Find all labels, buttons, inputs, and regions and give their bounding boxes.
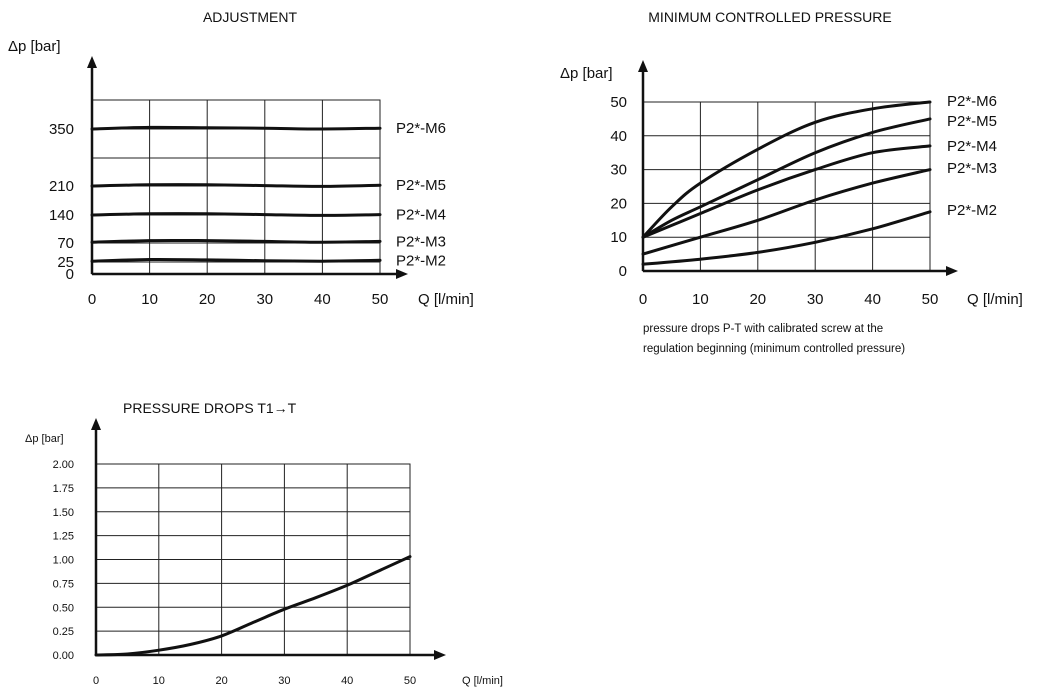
y-tick-label: 0.50 (53, 602, 74, 614)
x-tick-label: 20 (199, 291, 216, 308)
x-tick-label: 40 (341, 675, 353, 687)
adjustment-y-axis-label: Δp [bar] (8, 38, 61, 55)
series-line (641, 210, 932, 266)
min-pressure-caption-line-1: pressure drops P-T with calibrated screw… (643, 323, 883, 335)
x-tick-label: 10 (692, 291, 709, 308)
series-line (90, 125, 382, 131)
x-tick-label: 0 (88, 291, 96, 308)
adjustment-axes (87, 56, 408, 279)
y-tick-label: 40 (610, 128, 627, 145)
series-line (641, 168, 932, 256)
series-label: P2*-M5 (396, 177, 446, 194)
y-tick-label: 20 (610, 195, 627, 212)
series-label: P2*-M6 (947, 93, 997, 110)
series-line (90, 212, 382, 217)
y-axis-arrow (638, 60, 648, 72)
min-pressure-title: MINIMUM CONTROLLED PRESSURE (648, 9, 891, 25)
y-tick-label: 50 (610, 94, 627, 111)
min-pressure-x-axis-label: Q [l/min] (967, 291, 1023, 308)
pressure-drops-chart: PRESSURE DROPS T1→T Δp [bar] Q [l/min] 0… (25, 400, 503, 687)
y-tick-label: 0.25 (53, 626, 74, 638)
pressure-drops-x-axis-label: Q [l/min] (462, 675, 503, 687)
y-tick-label: 30 (610, 162, 627, 179)
series-label: P2*-M6 (396, 120, 446, 137)
x-tick-label: 20 (215, 675, 227, 687)
x-axis-arrow (396, 269, 408, 279)
series-line (94, 555, 412, 657)
series-line (641, 117, 932, 239)
min-pressure-caption-line-2: regulation beginning (minimum controlled… (643, 343, 905, 355)
adjustment-title: ADJUSTMENT (203, 9, 298, 25)
x-tick-label: 10 (141, 291, 158, 308)
x-tick-label: 40 (864, 291, 881, 308)
series-label: P2*-M5 (947, 113, 997, 130)
y-axis-arrow (87, 56, 97, 68)
pressure-drops-axes (91, 418, 446, 660)
series-line (641, 144, 932, 239)
pressure-drops-title: PRESSURE DROPS T1→T (123, 400, 297, 416)
y-tick-label: 1.25 (53, 531, 74, 543)
x-tick-label: 30 (807, 291, 824, 308)
series-line (90, 238, 382, 244)
min-pressure-series-labels: P2*-M6 P2*-M5 P2*-M4 P2*-M3 P2*-M2 (947, 93, 997, 219)
y-tick-label: 210 (49, 178, 74, 195)
y-tick-label: 0.00 (53, 650, 74, 662)
adjustment-x-axis-label: Q [l/min] (418, 291, 474, 308)
y-tick-label: 0 (619, 263, 627, 280)
y-axis-arrow (91, 418, 101, 430)
pressure-drops-grid (95, 463, 411, 656)
pressure-drops-y-axis-label: Δp [bar] (25, 433, 64, 445)
min-pressure-y-ticks: 0 10 20 30 40 50 (610, 94, 627, 280)
pressure-drops-series (94, 555, 412, 657)
minimum-controlled-pressure-chart: MINIMUM CONTROLLED PRESSURE Δp [bar] Q [… (560, 9, 1023, 355)
x-tick-label: 0 (639, 291, 647, 308)
pressure-drops-x-ticks: 0 10 20 30 40 50 (93, 675, 416, 687)
x-axis-arrow (946, 266, 958, 276)
adjustment-series (90, 125, 382, 263)
y-tick-label: 70 (57, 235, 74, 252)
series-label: P2*-M3 (947, 160, 997, 177)
y-tick-label: 140 (49, 207, 74, 224)
y-tick-label: 0 (66, 266, 74, 283)
series-line (641, 100, 932, 239)
y-tick-label: 350 (49, 121, 74, 138)
series-label: P2*-M4 (396, 207, 446, 224)
adjustment-x-ticks: 0 10 20 30 40 50 (88, 291, 389, 308)
x-tick-label: 20 (749, 291, 766, 308)
x-tick-label: 50 (372, 291, 389, 308)
series-label: P2*-M2 (947, 202, 997, 219)
x-tick-label: 40 (314, 291, 331, 308)
min-pressure-series (641, 100, 932, 266)
y-tick-label: 1.75 (53, 483, 74, 495)
min-pressure-y-axis-label: Δp [bar] (560, 65, 613, 82)
y-tick-label: 2.00 (53, 459, 74, 471)
x-tick-label: 30 (256, 291, 273, 308)
adjustment-y-ticks: 025 70 140 210 350 (49, 121, 74, 283)
y-tick-label: 25 (57, 254, 74, 271)
series-line (90, 183, 382, 188)
series-line (90, 257, 382, 263)
y-tick-label: 10 (610, 229, 627, 246)
series-label: P2*-M3 (396, 233, 446, 250)
y-tick-label: 1.00 (53, 555, 74, 567)
adjustment-series-labels: P2*-M6 P2*-M5 P2*-M4 P2*-M3 P2*-M2 (396, 120, 446, 269)
series-label: P2*-M2 (396, 252, 446, 269)
x-tick-label: 10 (153, 675, 165, 687)
x-tick-label: 50 (404, 675, 416, 687)
x-tick-label: 30 (278, 675, 290, 687)
pressure-drops-y-ticks: 0.00 0.25 0.50 0.75 1.00 1.25 1.50 1.75 2.00 (53, 459, 74, 662)
min-pressure-axes (638, 60, 958, 276)
x-tick-label: 50 (922, 291, 939, 308)
y-tick-label: 0.75 (53, 578, 74, 590)
x-tick-label: 0 (93, 675, 99, 687)
adjustment-chart: ADJUSTMENT Δp [bar] Q [l/min] 0 10 20 30 40 5… (8, 9, 474, 308)
series-label: P2*-M4 (947, 138, 997, 155)
min-pressure-x-ticks: 0 10 20 30 40 50 (639, 291, 939, 308)
y-tick-label: 1.50 (53, 507, 74, 519)
x-axis-arrow (434, 650, 446, 660)
